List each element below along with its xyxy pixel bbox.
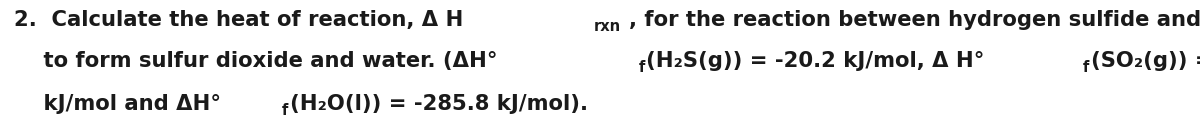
Text: to form sulfur dioxide and water. (ΔH°: to form sulfur dioxide and water. (ΔH° (14, 51, 498, 71)
Text: (H₂S(g)) = -20.2 kJ/mol, Δ H°: (H₂S(g)) = -20.2 kJ/mol, Δ H° (647, 51, 985, 71)
Text: rxn: rxn (594, 19, 622, 34)
Text: f: f (282, 103, 288, 118)
Text: f: f (1084, 60, 1090, 75)
Text: kJ/mol and ΔH°: kJ/mol and ΔH° (14, 94, 222, 114)
Text: 2.  Calculate the heat of reaction, Δ H: 2. Calculate the heat of reaction, Δ H (14, 10, 463, 30)
Text: , for the reaction between hydrogen sulfide and oxygen: , for the reaction between hydrogen sulf… (629, 10, 1200, 30)
Text: (SO₂(g)) = -296.9: (SO₂(g)) = -296.9 (1091, 51, 1200, 71)
Text: f: f (638, 60, 644, 75)
Text: (H₂O(l)) = -285.8 kJ/mol).: (H₂O(l)) = -285.8 kJ/mol). (289, 94, 588, 114)
